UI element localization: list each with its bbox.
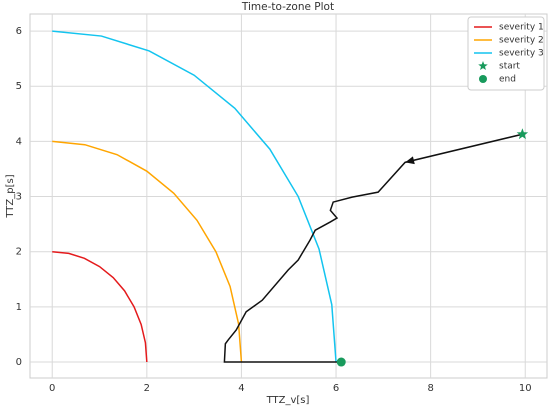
y-tick-label: 0 (16, 357, 22, 368)
start-marker (516, 128, 529, 140)
legend-label: severity 3 (499, 49, 544, 59)
x-tick-label: 0 (49, 383, 55, 394)
direction-arrow (405, 156, 415, 165)
x-tick-label: 4 (238, 383, 244, 394)
y-tick-label: 3 (16, 192, 22, 203)
legend-swatch (478, 61, 488, 71)
y-tick-label: 1 (16, 302, 22, 313)
legend-label: end (499, 75, 516, 85)
legend-swatch (479, 75, 487, 83)
end-marker (336, 357, 346, 367)
severity-line (52, 30, 337, 363)
legend-label: start (499, 62, 520, 72)
y-tick-label: 2 (16, 247, 22, 258)
chart-title: Time-to-zone Plot (241, 1, 334, 13)
x-axis-label: TTZ_v[s] (266, 395, 310, 406)
y-tick-label: 5 (16, 81, 22, 92)
plot-area (29, 13, 548, 379)
severity-line (52, 250, 148, 363)
x-tick-label: 6 (333, 383, 339, 394)
x-tick-label: 8 (427, 383, 433, 394)
trajectory-line (223, 133, 523, 363)
severity-line (52, 140, 243, 363)
x-tick-label: 10 (519, 383, 532, 394)
x-tick-label: 2 (144, 383, 150, 394)
y-axis-label: TTZ_p[s] (5, 174, 16, 218)
y-tick-label: 4 (16, 136, 22, 147)
legend-label: severity 2 (499, 36, 544, 46)
legend-box (467, 16, 545, 91)
y-tick-label: 6 (16, 26, 22, 37)
legend-label: severity 1 (499, 23, 544, 33)
